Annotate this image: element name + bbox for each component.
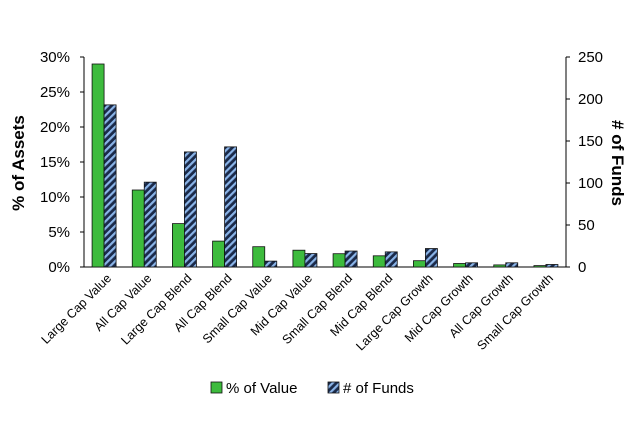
y-right-tick-label: 250 [578,49,603,66]
bar-pct-of-value [131,189,145,268]
bar-num-of-funds [505,262,519,268]
bar-num-of-funds [184,151,197,268]
bar-num-of-funds [384,251,398,268]
bar-pct-of-value [212,240,225,268]
y-axis-right-title: # of Funds [608,120,627,206]
y-left-tick-label: 5% [48,224,70,241]
y-left-tick-label: 30% [40,49,70,66]
bar-pct-of-value [172,223,185,268]
legend-label-num-of-funds: # of Funds [343,380,414,397]
bar-num-of-funds [425,248,438,268]
bar-num-of-funds [545,264,559,268]
bar-pct-of-value [91,63,105,268]
y-left-tick-label: 15% [40,154,70,171]
legend-swatch-pct-of-value [210,381,223,394]
y-right-tick-label: 50 [578,217,595,234]
bar-pct-of-value [252,246,266,268]
x-tick-label: Small Cap Blend [279,271,355,347]
legend: % of Value # of Funds [210,380,414,397]
bar-pct-of-value [453,263,466,268]
x-tick-label: Large Cap Growth [353,271,435,353]
bar-num-of-funds [344,250,358,268]
y-left-tick-label: 20% [40,119,70,136]
bar-num-of-funds [465,262,478,268]
x-tick-label: Mid Cap Growth [402,271,476,345]
bar-pct-of-value [533,265,547,268]
y-left-tick-label: 10% [40,189,70,206]
y-axis-left-title: % of Assets [9,115,28,211]
y-right-tick-label: 150 [578,133,603,150]
bar-pct-of-value [332,253,346,268]
bar-num-of-funds [143,181,157,268]
x-tick-label: Large Cap Value [39,271,115,347]
y-right-tick-label: 100 [578,175,603,192]
bar-num-of-funds [224,146,237,268]
plot-area: 0% 5% 10% 15% 20% 25% 30% 0 50 100 150 200 250 Large … [39,49,603,353]
bar-pct-of-value [493,264,507,268]
y-right-tick-label: 0 [578,259,586,276]
y-left-tick-label: 0% [48,259,70,276]
y-left-tick-label: 25% [40,84,70,101]
y-right-tick-label: 200 [578,91,603,108]
bar-pct-of-value [372,255,386,268]
bar-num-of-funds [304,253,318,268]
x-tick-label: Small Cap Value [200,271,275,346]
bar-pct-of-value [413,260,426,268]
bar-num-of-funds [103,104,117,268]
x-tick-label: Large Cap Blend [118,271,194,347]
bar-num-of-funds [264,260,278,268]
bar-pct-of-value [292,249,306,268]
legend-swatch-num-of-funds [327,381,340,394]
legend-label-pct-of-value: % of Value [226,380,297,397]
x-tick-label: Small Cap Growth [474,271,556,353]
